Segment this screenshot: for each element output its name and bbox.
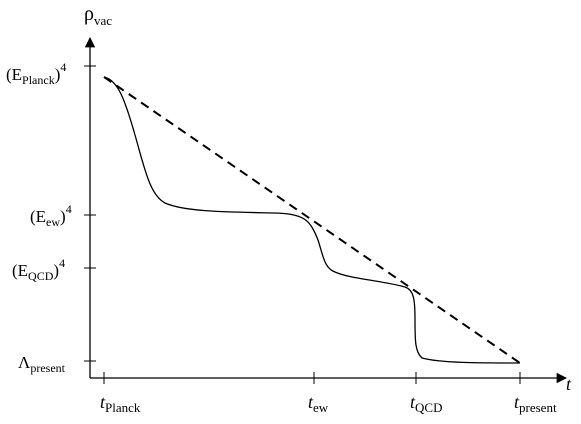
y-tick-label-present: Λpresent — [18, 353, 66, 375]
x-tick-label-planck: tPlanck — [100, 392, 141, 415]
x-tick-label-qcd: tQCD — [410, 392, 442, 415]
solid-series-curve — [103, 76, 521, 364]
x-tick-label-present: tpresent — [514, 392, 557, 415]
x-ticks — [103, 372, 521, 384]
y-ticks — [84, 65, 96, 362]
x-axis-label: t — [566, 374, 572, 394]
x-tick-label-ew: tew — [308, 392, 329, 415]
y-tick-label-qcd: (EQCD)4 — [12, 256, 65, 283]
y-tick-label-planck: (EPlanck)4 — [6, 60, 66, 87]
dashed-series-line — [103, 76, 521, 364]
y-tick-label-ew: (Eew)4 — [30, 202, 72, 229]
y-axis-label: ρvac — [84, 3, 112, 28]
